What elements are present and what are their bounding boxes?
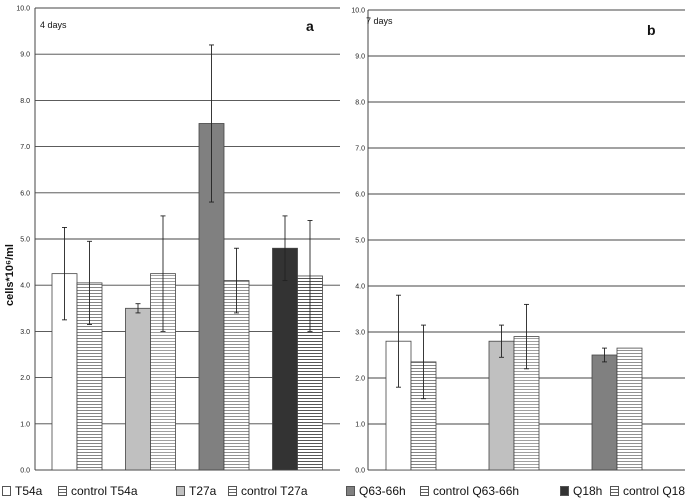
error-bar: [602, 347, 607, 363]
y-tick-labels-a: 0.0 1.0 2.0 3.0 4.0 5.0 6.0 7.0 8.0 9.0 10.0: [16, 6, 30, 475]
error-bar: [499, 324, 504, 358]
legend-item: T54a: [2, 484, 42, 498]
y-tick-label: 7.0: [355, 146, 365, 153]
bar-q63-66h-control: [616, 347, 643, 471]
y-tick-label: 6.0: [355, 192, 365, 199]
y-tick-label: 9.0: [355, 54, 365, 61]
y-tick-label: 4.0: [355, 284, 365, 291]
panel-a: 0.0 1.0 2.0 3.0 4.0 5.0 6.0 7.0 8.0 9.0 10.0 4 day…: [4, 6, 340, 475]
legend-item: control Q63-66h: [420, 484, 519, 498]
y-tick-label: 0.0: [20, 468, 30, 475]
legend-swatch: [420, 486, 429, 496]
error-bar: [160, 215, 166, 332]
y-tick-label: 6.0: [20, 190, 30, 197]
y-tick-label: 3.0: [20, 329, 30, 336]
y-tick-label: 10.0: [351, 8, 365, 15]
y-tick-label: 3.0: [355, 330, 365, 337]
bars-a: [51, 123, 323, 471]
bar-t27a: [488, 340, 515, 471]
period-label-b: 7 days: [366, 16, 393, 26]
y-tick-label: 1.0: [20, 421, 30, 428]
legend-swatch: [346, 486, 355, 496]
panel-tag-a: a: [306, 18, 314, 34]
bar-q63-66h: [591, 354, 618, 471]
legend-swatch: [228, 486, 237, 496]
legend-item: Q18h: [560, 484, 602, 498]
y-tick-label: 9.0: [20, 52, 30, 59]
legend: T54a control T54a T27a control T27a Q63-66h c…: [0, 482, 685, 498]
panel-tag-b: b: [647, 22, 656, 38]
error-bars-b: [396, 294, 607, 400]
y-tick-label: 1.0: [355, 422, 365, 429]
error-bar: [62, 226, 67, 321]
error-bar: [421, 324, 426, 400]
legend-swatch: [58, 486, 67, 496]
y-tick-label: 5.0: [355, 238, 365, 245]
legend-label: Q63-66h: [359, 484, 406, 498]
error-bars-a: [62, 44, 313, 332]
legend-label: control T54a: [71, 484, 138, 498]
panel-b: 0.0 1.0 2.0 3.0 4.0 5.0 6.0 7.0 8.0 9.0 10.0 7 day…: [351, 8, 685, 475]
legend-label: control Q18h: [623, 484, 685, 498]
error-bar: [209, 44, 214, 203]
legend-item: control T27a: [228, 484, 308, 498]
error-bar: [87, 240, 92, 325]
legend-item: T27a: [176, 484, 216, 498]
error-bar: [135, 303, 141, 314]
legend-label: T54a: [15, 484, 43, 498]
y-tick-label: 7.0: [20, 144, 30, 151]
legend-label: control T27a: [241, 484, 308, 498]
error-bar: [234, 247, 239, 314]
legend-swatch: [2, 486, 11, 496]
legend-swatch: [560, 486, 569, 496]
legend-label: Q18h: [573, 484, 603, 498]
y-tick-label: 8.0: [20, 98, 30, 105]
bar-q18h: [272, 247, 298, 471]
y-tick-label: 5.0: [20, 237, 30, 244]
error-bar: [396, 294, 401, 388]
y-axis-label: cells*10⁶/ml: [4, 244, 16, 306]
legend-item: Q63-66h: [346, 484, 406, 498]
legend-label: T27a: [189, 484, 217, 498]
y-tick-label: 10.0: [16, 6, 30, 13]
y-tick-label: 8.0: [355, 100, 365, 107]
y-tick-label: 4.0: [20, 283, 30, 290]
bars-b: [385, 336, 643, 471]
error-bar: [282, 215, 288, 282]
legend-swatch: [610, 486, 619, 496]
legend-item: control Q18h: [610, 484, 685, 498]
legend-label: control Q63-66h: [433, 484, 520, 498]
y-tick-labels-b: 0.0 1.0 2.0 3.0 4.0 5.0 6.0 7.0 8.0 9.0 10.0: [351, 8, 365, 475]
y-tick-label: 0.0: [355, 468, 365, 475]
legend-swatch: [176, 486, 185, 496]
y-tick-label: 2.0: [20, 375, 30, 382]
error-bar: [307, 220, 313, 332]
y-tick-label: 2.0: [355, 376, 365, 383]
legend-item: control T54a: [58, 484, 138, 498]
bar-t27a: [125, 307, 151, 471]
error-bar: [524, 303, 529, 370]
period-label-a: 4 days: [40, 20, 67, 30]
